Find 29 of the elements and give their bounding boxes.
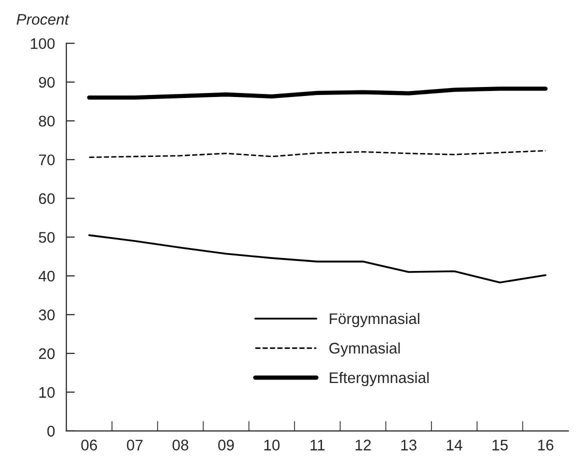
line-series bbox=[88, 150, 546, 158]
y-tick-label: 0 bbox=[47, 426, 55, 437]
x-tick-label: 07 bbox=[126, 440, 143, 450]
y-tick-label: 10 bbox=[39, 387, 55, 398]
y-tick-label: 20 bbox=[39, 348, 55, 360]
legend-label: Eftergymnasial bbox=[330, 372, 429, 386]
y-tick-label: 80 bbox=[38, 116, 55, 127]
y-tick-label: 100 bbox=[30, 38, 55, 50]
y-tick-label: 60 bbox=[39, 193, 55, 204]
x-tick-label: 11 bbox=[310, 440, 325, 450]
x-tick-label: 10 bbox=[264, 440, 280, 450]
x-tick-label: 06 bbox=[81, 440, 97, 450]
x-tick-label: 08 bbox=[172, 440, 188, 450]
x-tick-label: 14 bbox=[446, 440, 462, 450]
x-tick-label: 16 bbox=[538, 440, 554, 450]
x-tick-label: 12 bbox=[356, 440, 371, 450]
x-tick-label: 13 bbox=[401, 440, 416, 450]
y-tick-label: 40 bbox=[38, 270, 55, 282]
x-tick-label: 15 bbox=[492, 440, 508, 450]
y-tick-label: 90 bbox=[38, 76, 55, 88]
y-tick-label: 50 bbox=[38, 232, 55, 243]
y-axis-title: Procent bbox=[16, 14, 70, 25]
x-tick-label: 09 bbox=[218, 440, 234, 450]
line-series bbox=[88, 234, 546, 284]
y-tick-label: 30 bbox=[38, 310, 55, 320]
y-tick-label: 70 bbox=[39, 154, 55, 166]
line-series bbox=[87, 86, 548, 100]
legend-label: Gymnasial bbox=[329, 342, 400, 357]
legend-label: Förgymnasial bbox=[330, 312, 420, 328]
